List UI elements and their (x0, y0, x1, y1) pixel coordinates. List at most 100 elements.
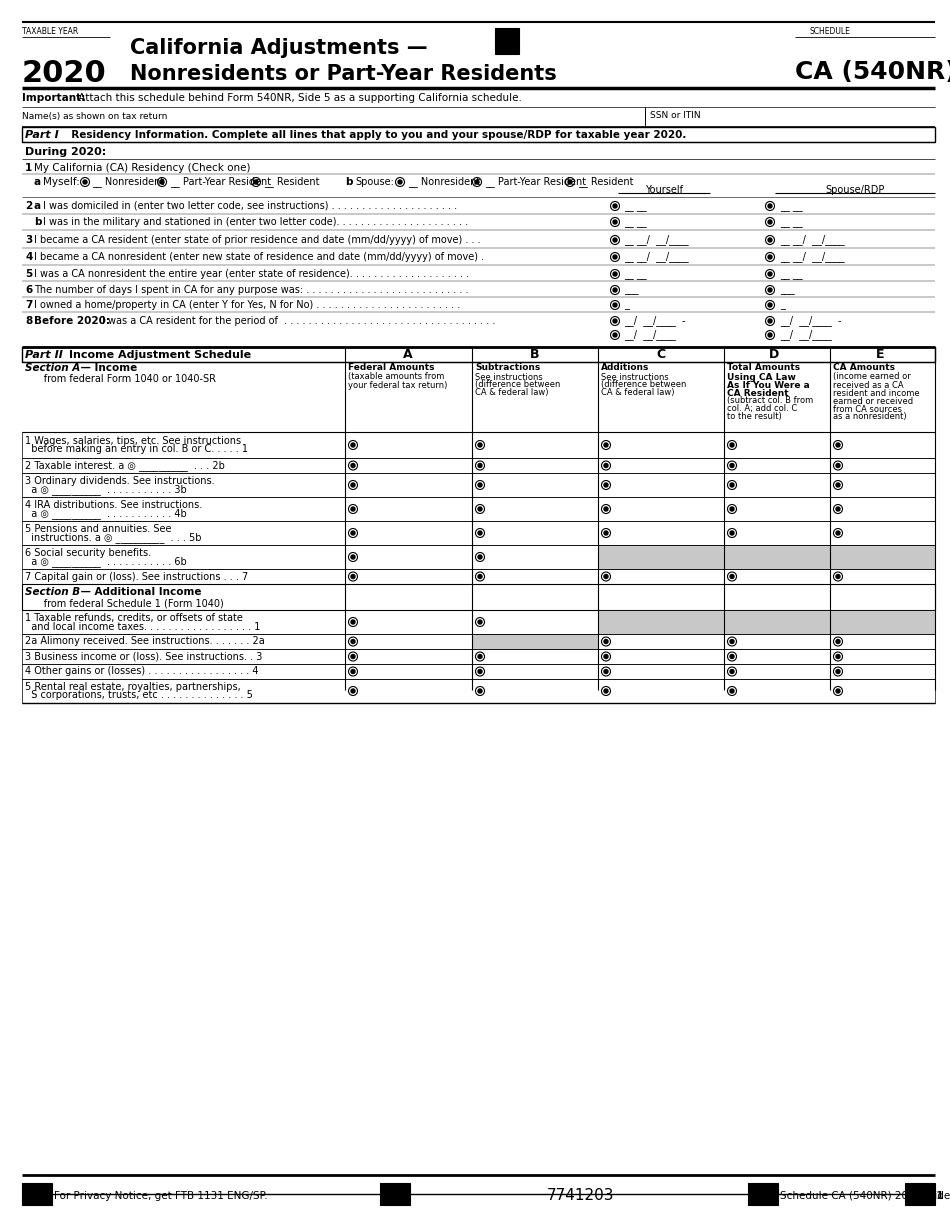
Text: CA Amounts: CA Amounts (833, 364, 895, 373)
Circle shape (351, 507, 355, 510)
Circle shape (351, 620, 355, 624)
Bar (472, 633, 598, 649)
Text: b: b (34, 216, 42, 228)
Text: __ Resident: __ Resident (264, 177, 319, 187)
Text: 1 Taxable refunds, credits, or offsets of state: 1 Taxable refunds, credits, or offsets o… (25, 613, 243, 622)
Text: 8: 8 (25, 316, 32, 326)
Text: 5 Rental real estate, royalties, partnerships,: 5 Rental real estate, royalties, partner… (25, 681, 240, 691)
Circle shape (475, 180, 479, 184)
Text: C: C (656, 348, 666, 362)
Circle shape (730, 640, 734, 643)
Circle shape (836, 689, 840, 692)
Circle shape (836, 443, 840, 446)
Circle shape (478, 574, 482, 578)
Text: Yourself: Yourself (645, 184, 683, 196)
Bar (22, 1183, 52, 1205)
Circle shape (836, 464, 840, 467)
Circle shape (604, 654, 608, 658)
Circle shape (398, 180, 402, 184)
Text: Part II: Part II (25, 351, 63, 360)
Text: S corporations, trusts, etc . . . . . . . . . . . . . . 5: S corporations, trusts, etc . . . . . . … (25, 690, 253, 701)
Text: Important:: Important: (22, 93, 86, 103)
Text: 3 Ordinary dividends. See instructions.: 3 Ordinary dividends. See instructions. (25, 476, 215, 486)
Text: __ Resident: __ Resident (578, 177, 634, 187)
Text: from federal Form 1040 or 1040-SR: from federal Form 1040 or 1040-SR (25, 374, 216, 384)
Circle shape (768, 288, 772, 292)
Bar (748, 1183, 778, 1205)
Circle shape (730, 507, 734, 510)
Circle shape (568, 180, 572, 184)
Circle shape (768, 333, 772, 337)
Text: 7741203: 7741203 (546, 1188, 614, 1203)
Circle shape (613, 204, 617, 208)
Text: CA & federal law): CA & federal law) (475, 389, 548, 397)
Circle shape (478, 654, 482, 658)
Text: CA & federal law): CA & federal law) (601, 389, 674, 397)
Bar (380, 1183, 410, 1205)
Text: 2a Alimony received. See instructions. . . . . . . 2a: 2a Alimony received. See instructions. .… (25, 636, 265, 647)
Text: before making an entry in col. B or C. . . . . 1: before making an entry in col. B or C. .… (25, 444, 248, 455)
Bar (22, 584, 935, 610)
Circle shape (768, 204, 772, 208)
Circle shape (604, 689, 608, 692)
Text: resident and income: resident and income (833, 389, 920, 397)
Text: Section A: Section A (25, 363, 80, 373)
Circle shape (478, 464, 482, 467)
Text: __ Part-Year Resident: __ Part-Year Resident (485, 177, 586, 187)
Circle shape (768, 220, 772, 224)
Text: For Privacy Notice, get FTB 1131 ENG/SP.: For Privacy Notice, get FTB 1131 ENG/SP. (54, 1191, 268, 1200)
Text: I became a CA resident (enter state of prior residence and date (mm/dd/yyyy) of : I became a CA resident (enter state of p… (34, 235, 481, 245)
Text: __ __: __ __ (624, 200, 647, 212)
Circle shape (351, 669, 355, 674)
Text: __ __/  __/____: __ __/ __/____ (780, 252, 845, 262)
Text: The number of days I spent in CA for any purpose was: . . . . . . . . . . . . . : The number of days I spent in CA for any… (34, 285, 468, 295)
Text: I was domiciled in (enter two letter code, see instructions) . . . . . . . . . .: I was domiciled in (enter two letter cod… (43, 200, 457, 212)
Circle shape (254, 180, 258, 184)
Circle shape (613, 255, 617, 260)
Text: As If You Were a: As If You Were a (727, 380, 809, 390)
Circle shape (604, 531, 608, 535)
Text: 5: 5 (25, 269, 32, 279)
Text: __ Nonresident: __ Nonresident (92, 177, 164, 187)
Circle shape (351, 555, 355, 558)
Text: 4 IRA distributions. See instructions.: 4 IRA distributions. See instructions. (25, 499, 202, 509)
Text: TAXABLE YEAR: TAXABLE YEAR (22, 27, 78, 37)
Bar (22, 633, 935, 649)
Text: — Additional Income: — Additional Income (77, 587, 201, 597)
Circle shape (730, 443, 734, 446)
Text: 6 Social security benefits.: 6 Social security benefits. (25, 547, 151, 557)
Text: Schedule CA (540NR) 2020  Side 1: Schedule CA (540NR) 2020 Side 1 (780, 1191, 950, 1200)
Circle shape (613, 220, 617, 224)
Circle shape (730, 531, 734, 535)
Bar (22, 347, 935, 362)
Text: instructions. a ◎ __________  . . . 5b: instructions. a ◎ __________ . . . 5b (25, 533, 201, 542)
Text: __ __: __ __ (624, 269, 647, 279)
Text: I became a CA nonresident (enter new state of residence and date (mm/dd/yyyy) of: I became a CA nonresident (enter new sta… (34, 252, 484, 262)
Text: — Income: — Income (77, 363, 137, 373)
Bar (598, 610, 724, 633)
Text: Attach this schedule behind Form 540NR, Side 5 as a supporting California schedu: Attach this schedule behind Form 540NR, … (75, 93, 522, 103)
Circle shape (351, 443, 355, 446)
Circle shape (613, 319, 617, 323)
Bar (830, 545, 935, 569)
Text: to the result): to the result) (727, 412, 782, 422)
Circle shape (836, 483, 840, 487)
Text: Federal Amounts: Federal Amounts (348, 364, 434, 373)
Circle shape (478, 620, 482, 624)
Bar (905, 1183, 935, 1205)
Text: Subtractions: Subtractions (475, 364, 541, 373)
Circle shape (836, 531, 840, 535)
Text: 1 Wages, salaries, tips, etc. See instructions: 1 Wages, salaries, tips, etc. See instru… (25, 435, 241, 445)
Circle shape (351, 483, 355, 487)
Circle shape (604, 464, 608, 467)
Text: CA Resident: CA Resident (727, 389, 788, 397)
Circle shape (768, 237, 772, 242)
Text: __ __/  __/____: __ __/ __/____ (780, 235, 845, 246)
Text: Nonresidents or Part-Year Residents: Nonresidents or Part-Year Residents (130, 64, 557, 84)
Text: Spouse:: Spouse: (355, 177, 394, 187)
Circle shape (768, 303, 772, 308)
Text: E: E (876, 348, 884, 362)
Text: Additions: Additions (601, 364, 650, 373)
Circle shape (613, 237, 617, 242)
Text: ___: ___ (780, 285, 794, 295)
